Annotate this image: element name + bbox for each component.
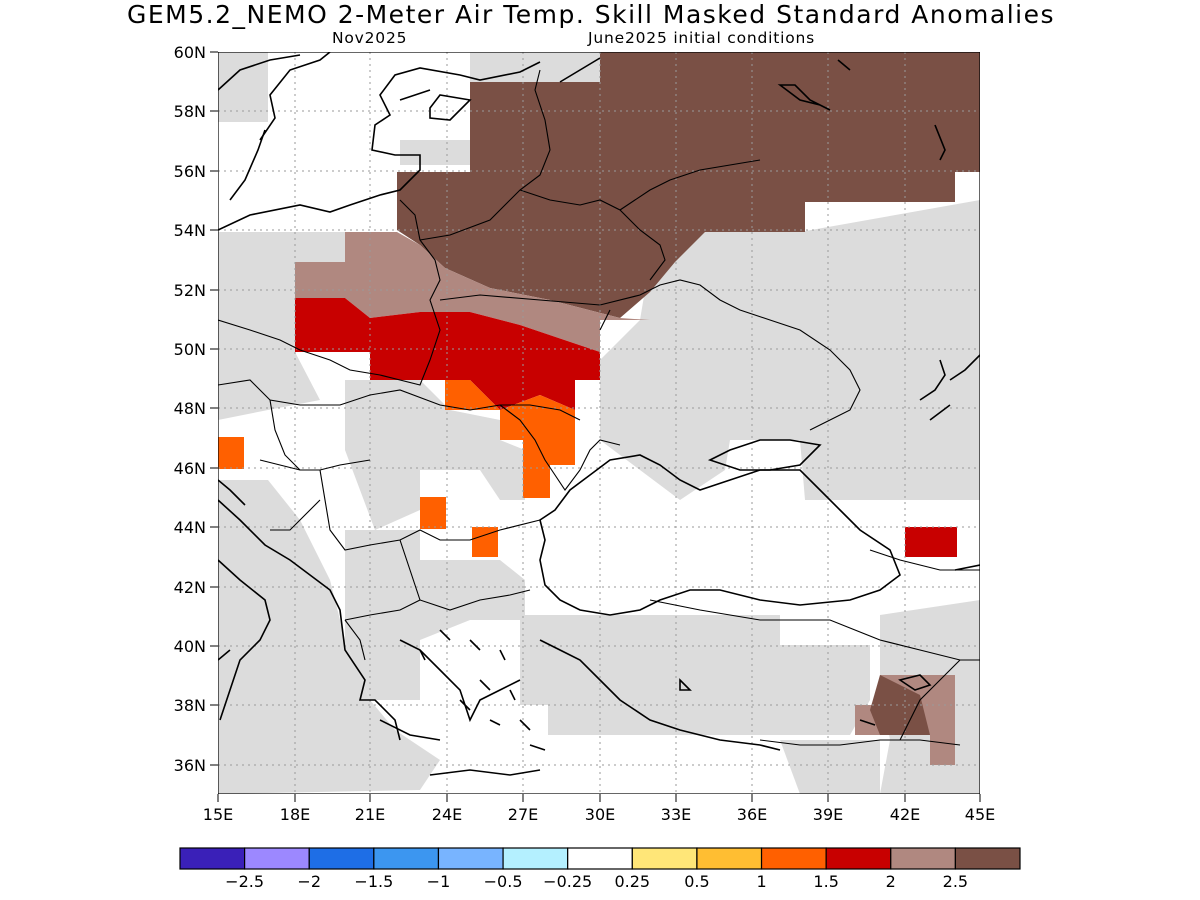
lon-tick-label: 30E — [585, 805, 615, 824]
lat-tick-label: 52N — [174, 281, 206, 300]
lat-tick-label: 38N — [174, 696, 206, 715]
colorbar-box — [631, 847, 698, 870]
region-grey — [345, 380, 525, 530]
colorbar-label: 2 — [886, 872, 896, 891]
colorbar-box — [179, 847, 246, 870]
region-grey — [600, 200, 980, 500]
colorbar-label: −2.5 — [225, 872, 264, 891]
colorbar-box — [825, 847, 892, 870]
lon-tick-labels: 15E 18E 21E 24E 27E 30E 33E 36E 39E 42E … — [203, 805, 995, 824]
colorbar: −2.5 −2 −1.5 −1 −0.5 −0.25 0.25 0.5 1 1.5 2 2.5 — [179, 847, 1021, 891]
region-anomaly-gt-2p5 — [397, 52, 980, 318]
colorbar-box — [760, 847, 827, 870]
lon-tick-label: 21E — [355, 805, 385, 824]
lon-tick-label: 24E — [432, 805, 462, 824]
region-anomaly-1p5-2 — [905, 527, 957, 557]
lat-tick-label: 54N — [174, 221, 206, 240]
lat-tick-label: 40N — [174, 637, 206, 656]
colorbar-box — [890, 847, 956, 870]
colorbar-box — [696, 847, 763, 870]
lon-tick-label: 18E — [280, 805, 310, 824]
colorbar-label: −2 — [297, 872, 321, 891]
lat-tick-label: 46N — [174, 459, 206, 478]
map-title: GEM5.2_NEMO 2-Meter Air Temp. Skill Mask… — [127, 0, 1055, 29]
colorbar-label: −1 — [427, 872, 451, 891]
lon-tick-label: 42E — [890, 805, 920, 824]
region-grey — [218, 352, 320, 420]
skill-masked-regions — [218, 52, 980, 794]
country-borders — [218, 69, 980, 746]
lat-tick-labels: 36N 38N 40N 42N 44N 46N 48N 50N 52N 54N … — [174, 43, 206, 775]
colorbar-boxes — [179, 847, 1021, 870]
region-grey — [780, 740, 880, 794]
colorbar-label: −0.5 — [484, 872, 523, 891]
region-grey — [218, 480, 440, 794]
colorbar-label: −1.5 — [354, 872, 393, 891]
lon-tick-label: 45E — [965, 805, 995, 824]
colorbar-label: −0.25 — [543, 872, 592, 891]
coastlines — [218, 52, 980, 776]
lon-tick-label: 27E — [508, 805, 538, 824]
colorbar-box — [437, 847, 504, 870]
colorbar-box — [567, 847, 633, 870]
lon-tick-label: 33E — [661, 805, 691, 824]
region-anomaly-1-1p5 — [218, 437, 244, 469]
region-anomaly-1-1p5 — [420, 497, 446, 529]
lat-tick-label: 50N — [174, 340, 206, 359]
colorbar-label: 0.5 — [684, 872, 709, 891]
region-grey — [400, 140, 470, 165]
colorbar-label: 1.5 — [813, 872, 838, 891]
lat-tick-label: 36N — [174, 756, 206, 775]
lat-tick-label: 44N — [174, 518, 206, 537]
lon-tick-label: 39E — [813, 805, 843, 824]
colorbar-label: 1 — [756, 872, 766, 891]
colorbar-box — [502, 847, 569, 870]
colorbar-box — [244, 847, 310, 870]
colorbar-box — [308, 847, 375, 870]
colorbar-label: 2.5 — [943, 872, 968, 891]
lat-tick-label: 56N — [174, 162, 206, 181]
axis-ticks — [210, 51, 981, 802]
map-area — [218, 52, 980, 794]
colorbar-box — [373, 847, 440, 870]
region-anomaly-2-2p5 — [295, 232, 650, 352]
initial-conditions: June2025 initial conditions — [588, 29, 816, 47]
region-anomaly-gt-2p5 — [870, 675, 930, 735]
lat-tick-label: 42N — [174, 578, 206, 597]
lat-tick-label: 60N — [174, 43, 206, 62]
colorbar-label: 0.25 — [614, 872, 650, 891]
lat-tick-label: 48N — [174, 399, 206, 418]
colorbar-labels: −2.5 −2 −1.5 −1 −0.5 −0.25 0.25 0.5 1 1.5 2 2.5 — [225, 872, 968, 891]
lon-tick-label: 15E — [203, 805, 233, 824]
region-grey — [345, 530, 525, 700]
lon-tick-label: 36E — [737, 805, 767, 824]
forecast-month: Nov2025 — [332, 29, 408, 47]
colorbar-box — [954, 847, 1021, 870]
lat-tick-label: 58N — [174, 102, 206, 121]
